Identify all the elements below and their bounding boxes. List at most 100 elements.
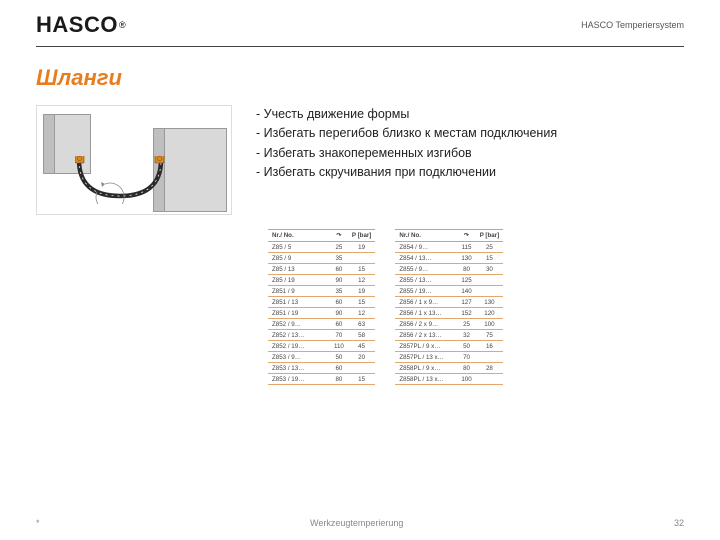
table-cell: 80	[457, 264, 475, 275]
table-cell: 75	[476, 330, 503, 341]
table-cell: Z85 / 13	[268, 264, 330, 275]
table-cell: 12	[348, 308, 375, 319]
table-row: Z85 / 136015	[268, 264, 375, 275]
table-cell: Z855 / 19…	[395, 286, 457, 297]
table-row: Z856 / 2 x 13…3275	[395, 330, 503, 341]
table-row: Z85 / 199012	[268, 275, 375, 286]
footer: * Werkzeugtemperierung 32	[0, 518, 720, 528]
table-cell: Z852 / 9…	[268, 319, 330, 330]
body-row: - Учесть движение формы - Избегать перег…	[0, 91, 720, 215]
table-row: Z851 / 136015	[268, 297, 375, 308]
table-cell: 25	[457, 319, 475, 330]
table-cell: Z858PL / 13 x…	[395, 374, 457, 385]
footer-page: 32	[674, 518, 684, 528]
table-cell: Z857PL / 9 x…	[395, 341, 457, 352]
hose-svg	[75, 156, 165, 204]
table-cell: 80	[330, 374, 348, 385]
spec-table-left: Nr./ No. ↷ P [bar] Z85 / 52519Z85 / 935Z…	[268, 229, 375, 385]
table-row: Z857PL / 13 x…70	[395, 352, 503, 363]
table-cell: 125	[457, 275, 475, 286]
table-row: Z856 / 1 x 13…152120	[395, 308, 503, 319]
table-row: Z852 / 13…7058	[268, 330, 375, 341]
table-cell: 32	[457, 330, 475, 341]
logo-text: HASCO	[36, 12, 118, 38]
table-cell: 127	[457, 297, 475, 308]
table-cell: 100	[457, 374, 475, 385]
table-cell: 60	[330, 363, 348, 374]
table-cell: 130	[457, 253, 475, 264]
table-cell: 80	[457, 363, 475, 374]
table-row: Z851 / 93519	[268, 286, 375, 297]
table-cell: Z852 / 19…	[268, 341, 330, 352]
table-cell: Z851 / 9	[268, 286, 330, 297]
table-cell: 12	[348, 275, 375, 286]
table-cell	[348, 253, 375, 264]
table-cell: 120	[476, 308, 503, 319]
table-cell: 45	[348, 341, 375, 352]
table-cell: 25	[476, 242, 503, 253]
table-cell: 90	[330, 308, 348, 319]
bullet-item: - Учесть движение формы	[256, 105, 557, 124]
table-row: Z853 / 13…60	[268, 363, 375, 374]
th-pressure: P [bar]	[476, 230, 503, 242]
table-cell: 16	[476, 341, 503, 352]
table-cell: 30	[476, 264, 503, 275]
table-cell: 152	[457, 308, 475, 319]
table-cell	[476, 374, 503, 385]
divider	[36, 46, 684, 47]
table-cell: Z856 / 2 x 9…	[395, 319, 457, 330]
table-row: Z853 / 9…5020	[268, 352, 375, 363]
spec-table-right: Nr./ No. ↷ P [bar] Z854 / 9…11525Z854 / …	[395, 229, 503, 385]
table-cell: Z851 / 13	[268, 297, 330, 308]
table-cell: Z855 / 9…	[395, 264, 457, 275]
table-cell: Z856 / 1 x 13…	[395, 308, 457, 319]
table-cell: Z857PL / 13 x…	[395, 352, 457, 363]
table-cell	[348, 363, 375, 374]
table-row: Z855 / 9…8030	[395, 264, 503, 275]
table-cell: Z854 / 13…	[395, 253, 457, 264]
table-row: Z854 / 13…13015	[395, 253, 503, 264]
hose-diagram	[36, 105, 232, 215]
table-cell: Z853 / 13…	[268, 363, 330, 374]
table-row: Z856 / 2 x 9…25100	[395, 319, 503, 330]
table-cell	[476, 286, 503, 297]
logo: HASCO®	[36, 12, 126, 38]
table-cell: Z852 / 13…	[268, 330, 330, 341]
table-row: Z857PL / 9 x…5016	[395, 341, 503, 352]
table-cell: 60	[330, 297, 348, 308]
table-row: Z856 / 1 x 9…127130	[395, 297, 503, 308]
table-cell: 20	[348, 352, 375, 363]
table-cell: Z85 / 19	[268, 275, 330, 286]
table-cell: 115	[457, 242, 475, 253]
table-cell: 140	[457, 286, 475, 297]
tables-row: Nr./ No. ↷ P [bar] Z85 / 52519Z85 / 935Z…	[268, 229, 684, 385]
table-cell: Z856 / 1 x 9…	[395, 297, 457, 308]
table-cell: Z85 / 5	[268, 242, 330, 253]
footer-center: Werkzeugtemperierung	[310, 518, 403, 528]
table-row: Z854 / 9…11525	[395, 242, 503, 253]
header-subtitle: HASCO Temperiersystem	[581, 20, 684, 30]
table-cell: Z853 / 19…	[268, 374, 330, 385]
table-cell: Z853 / 9…	[268, 352, 330, 363]
table-cell: 35	[330, 253, 348, 264]
th-pressure: P [bar]	[348, 230, 375, 242]
table-row: Z855 / 19…140	[395, 286, 503, 297]
table-cell: Z85 / 9	[268, 253, 330, 264]
table-cell: 19	[348, 286, 375, 297]
table-cell: Z856 / 2 x 13…	[395, 330, 457, 341]
table-cell: 110	[330, 341, 348, 352]
block-left-edge	[43, 114, 55, 174]
table-cell: 60	[330, 264, 348, 275]
table-cell: Z855 / 13…	[395, 275, 457, 286]
table-cell: 50	[330, 352, 348, 363]
table-row: Z85 / 935	[268, 253, 375, 264]
table-cell: 70	[457, 352, 475, 363]
table-cell: 130	[476, 297, 503, 308]
bullet-item: - Избегать знакопеременных изгибов	[256, 144, 557, 163]
table-cell	[476, 275, 503, 286]
table-cell: 58	[348, 330, 375, 341]
table-cell: 100	[476, 319, 503, 330]
footer-left: *	[36, 518, 40, 528]
table-cell: Z858PL / 9 x…	[395, 363, 457, 374]
table-row: Z852 / 19…11045	[268, 341, 375, 352]
